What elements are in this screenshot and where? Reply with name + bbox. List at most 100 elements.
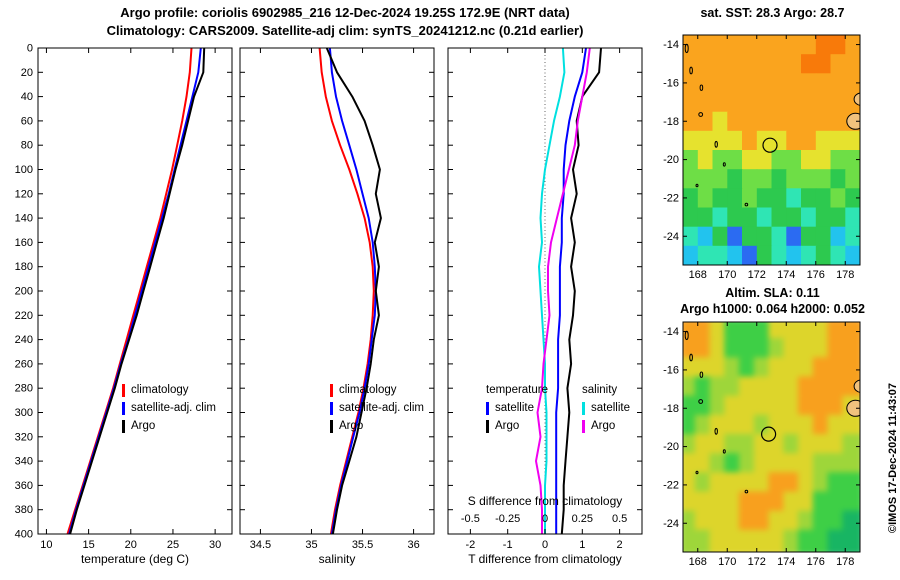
- svg-text:120: 120: [15, 188, 33, 200]
- difference-line-salinity-argo: [535, 47, 591, 534]
- svg-text:-16: -16: [663, 364, 679, 376]
- legend-label: satellite: [495, 402, 534, 414]
- svg-text:220: 220: [15, 310, 33, 322]
- svg-text:400: 400: [15, 529, 33, 541]
- temperature-legend: climatology satellite-adj. clim Argo: [122, 381, 216, 435]
- s-difference-axis-label: S difference from climatology: [467, 494, 623, 508]
- svg-text:1: 1: [579, 539, 585, 551]
- svg-text:280: 280: [15, 383, 33, 395]
- island-outline: [698, 112, 704, 117]
- difference-panel: -2 -1 0 1 2 -0.5 -0.25 0 0.25 0.5: [447, 47, 643, 551]
- svg-text:20: 20: [21, 67, 33, 79]
- satellite-adj-line-swatch: [122, 401, 125, 415]
- legend-item-argo: Argo: [330, 417, 424, 435]
- salinity-legend: climatology satellite-adj. clim Argo: [330, 381, 424, 435]
- sst_map-y-ticks: -14 -16 -18 -20 -22 -24: [663, 39, 860, 243]
- sla_map-field: [683, 322, 860, 552]
- svg-text:380: 380: [15, 504, 33, 516]
- svg-text:320: 320: [15, 431, 33, 443]
- difference-line-temperature-argo: [560, 47, 602, 535]
- legend-label: Argo: [339, 420, 364, 432]
- island-outline: [699, 371, 704, 378]
- legend-header-temperature: temperature: [486, 384, 549, 396]
- island-outline: [846, 399, 860, 417]
- island-outline: [695, 183, 699, 188]
- svg-text:-16: -16: [663, 77, 679, 89]
- satellite-adj-line-swatch: [330, 401, 333, 415]
- island-outline: [699, 84, 704, 91]
- legend-label: satellite-adj. clim: [339, 402, 424, 414]
- svg-text:178: 178: [836, 269, 854, 281]
- svg-text:170: 170: [718, 269, 736, 281]
- salinity-y-ticks: [240, 47, 434, 535]
- difference-x-ticks: -2 -1 0 1 2: [465, 48, 623, 551]
- island-outline: [744, 202, 749, 207]
- svg-text:260: 260: [15, 358, 33, 370]
- legend-item-s-argo: Argo: [582, 417, 630, 435]
- svg-text:140: 140: [15, 213, 33, 225]
- svg-text:172: 172: [748, 556, 766, 568]
- svg-text:34.5: 34.5: [250, 539, 271, 551]
- legend-label: satellite: [591, 402, 630, 414]
- island-outline: [714, 427, 718, 435]
- sst_map-panel: 168 170 172 174 176 178 -14 -16 -18 -20 -22 -24: [663, 34, 861, 281]
- svg-text:240: 240: [15, 334, 33, 346]
- salinity-axis-label: salinity: [318, 552, 356, 566]
- difference-legend-salinity-column: salinity satellite Argo: [582, 381, 630, 435]
- svg-text:35.5: 35.5: [352, 539, 373, 551]
- sla_map-x-ticks: 168 170 172 174 176 178: [689, 322, 854, 568]
- legend-label: satellite-adj. clim: [131, 402, 216, 414]
- axes-box: [682, 34, 861, 266]
- svg-text:174: 174: [777, 556, 795, 568]
- legend-item-satellite-adj-clim: satellite-adj. clim: [330, 399, 424, 417]
- svg-text:176: 176: [807, 269, 825, 281]
- t-argo-line-swatch: [486, 419, 489, 433]
- island-outline: [722, 162, 726, 167]
- svg-text:30: 30: [209, 539, 221, 551]
- svg-text:0.5: 0.5: [612, 513, 627, 525]
- svg-text:-0.25: -0.25: [495, 513, 520, 525]
- svg-text:-22: -22: [663, 192, 679, 204]
- salinity-panel: 34.5 35 35.5 36: [239, 47, 435, 551]
- sst-map-title: sat. SST: 28.3 Argo: 28.7: [700, 6, 845, 20]
- difference-y-ticks: [448, 47, 642, 535]
- svg-text:360: 360: [15, 480, 33, 492]
- salinity-line-argo: [325, 47, 382, 535]
- svg-text:-14: -14: [663, 39, 679, 51]
- svg-text:178: 178: [836, 556, 854, 568]
- svg-text:0: 0: [27, 43, 33, 55]
- svg-text:40: 40: [21, 91, 33, 103]
- svg-text:2: 2: [617, 539, 623, 551]
- svg-text:170: 170: [718, 556, 736, 568]
- difference-legend-temperature-column: temperature satellite Argo: [486, 381, 548, 435]
- island-outline: [689, 353, 693, 362]
- temperature-y-ticks: 0 20 40 60 80 100 120 140 160 180 200 220 240 260 280 3…: [15, 43, 232, 541]
- svg-text:-2: -2: [465, 539, 475, 551]
- argo-line-swatch: [330, 419, 333, 433]
- svg-text:-22: -22: [663, 479, 679, 491]
- figure-title-line2: Climatology: CARS2009. Satellite-adj cli…: [106, 23, 584, 38]
- svg-text:0.25: 0.25: [572, 513, 593, 525]
- svg-text:-0.5: -0.5: [461, 513, 480, 525]
- temperature-line-satellite-adj-clim: [68, 47, 202, 535]
- axes-box: [37, 47, 233, 535]
- island-outline: [722, 449, 726, 454]
- island-outline: [853, 379, 860, 393]
- svg-text:340: 340: [15, 456, 33, 468]
- t-difference-axis-label: T difference from climatology: [468, 552, 622, 566]
- svg-text:60: 60: [21, 115, 33, 127]
- climatology-line-swatch: [122, 383, 125, 397]
- svg-text:-14: -14: [663, 326, 679, 338]
- svg-text:-18: -18: [663, 116, 679, 128]
- island-outline: [689, 66, 693, 75]
- sla-map-title-line1: Altim. SLA: 0.11: [725, 286, 820, 300]
- svg-text:174: 174: [777, 269, 795, 281]
- svg-text:200: 200: [15, 286, 33, 298]
- svg-text:0: 0: [542, 539, 548, 551]
- temperature-axis-label: temperature (deg C): [80, 552, 190, 566]
- difference-secondary-ticks: -0.5 -0.25 0 0.25 0.5: [461, 513, 627, 525]
- s-satellite-line-swatch: [582, 401, 585, 415]
- svg-text:35: 35: [305, 539, 317, 551]
- sst_map-x-ticks: 168 170 172 174 176 178: [689, 35, 854, 281]
- island-outline: [846, 112, 860, 130]
